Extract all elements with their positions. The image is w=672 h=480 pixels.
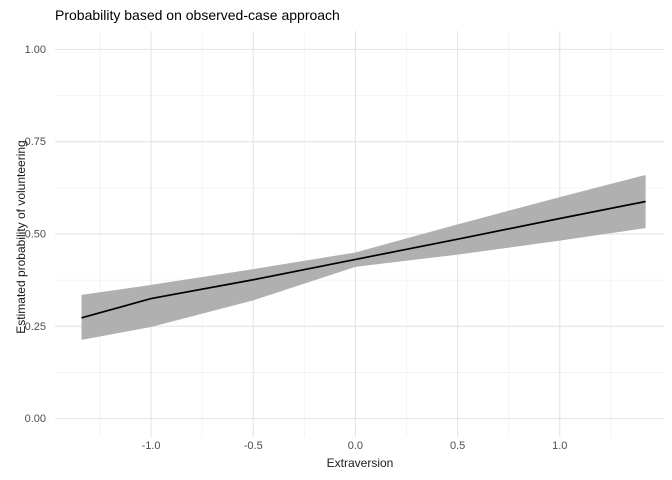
x-tick-label: -1.0: [142, 440, 161, 452]
fit-line: [81, 200, 646, 319]
chart-title: Probability based on observed-case appro…: [55, 7, 340, 23]
x-tick-label: 1.0: [552, 440, 567, 452]
y-tick-label: 0.00: [25, 413, 46, 425]
y-tick-label: 0.75: [25, 136, 46, 148]
y-tick-label: 0.50: [25, 229, 46, 241]
x-tick-label: 0.0: [348, 440, 363, 452]
y-tick-label: 1.00: [25, 44, 46, 56]
x-tick-label: -0.5: [244, 440, 263, 452]
x-axis-title: Extraversion: [326, 456, 394, 470]
y-axis-title: Estimated probability of volunteering: [14, 140, 28, 334]
x-tick-label: 0.5: [450, 440, 465, 452]
y-tick-label: 0.25: [25, 321, 46, 333]
